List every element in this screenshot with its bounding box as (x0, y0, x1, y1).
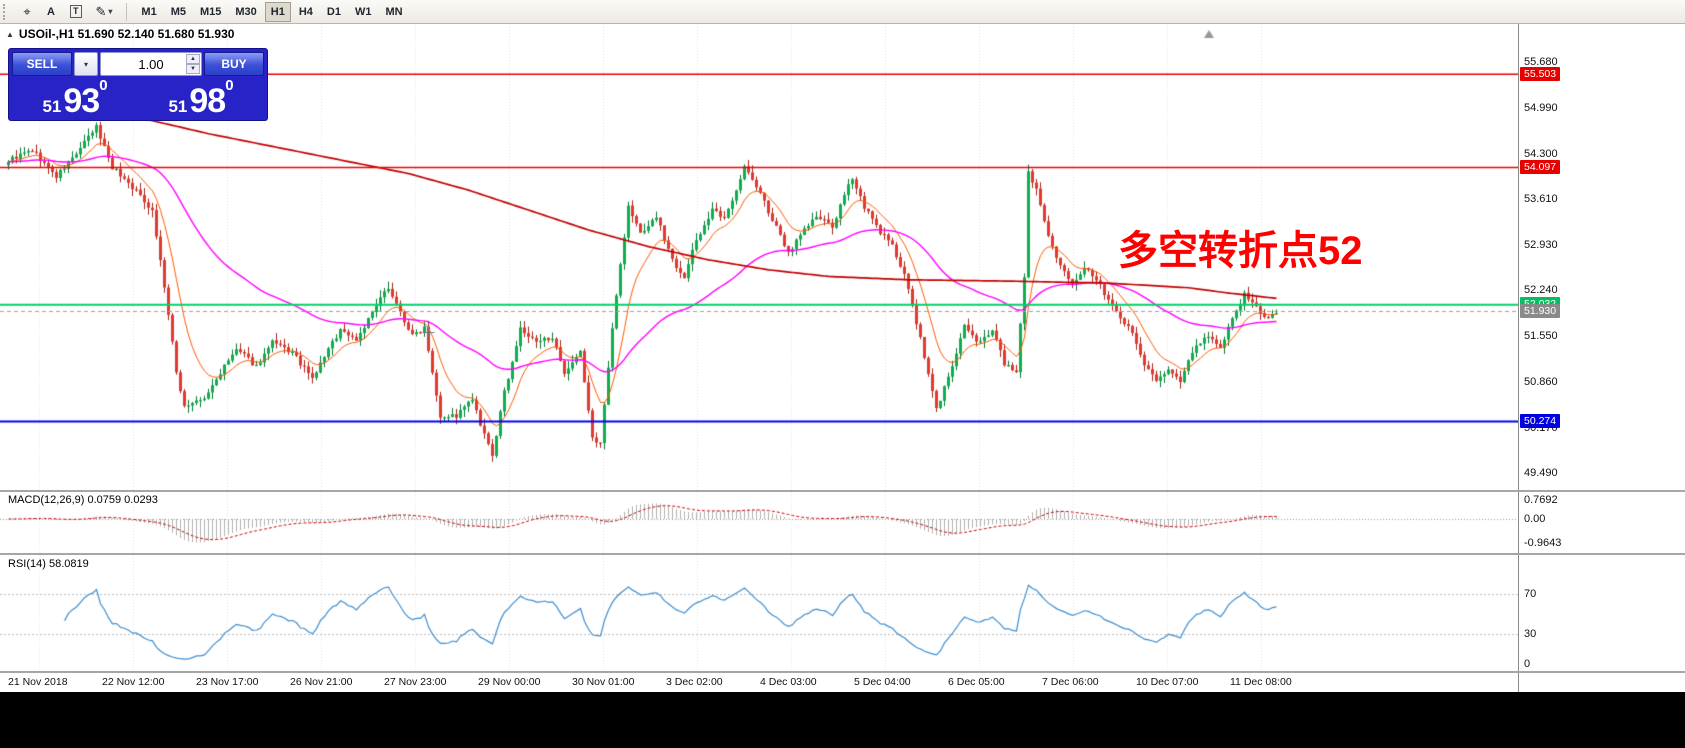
pane-separator[interactable] (0, 490, 1685, 492)
spin-up-icon: ▲ (190, 56, 196, 62)
volume-value: 1.00 (138, 56, 164, 72)
sell-price-big: 93 (63, 82, 100, 120)
price-axis[interactable]: 55.680 54.990 54.300 53.610 52.930 52.240 51.5… (1518, 24, 1684, 692)
chart-workspace: ▲ USOil-,H1 51.690 52.140 51.680 51.930 … (0, 24, 1685, 692)
time-axis-label: 6 Dec 05:00 (948, 676, 1005, 688)
chart-annotation: 多空转折点52 (1118, 229, 1363, 273)
price-tick: 50.860 (1524, 376, 1558, 389)
price-level-badge: 50.274 (1520, 413, 1561, 428)
buy-button[interactable]: BUY (204, 52, 264, 76)
time-axis-label: 29 Nov 00:00 (478, 676, 541, 688)
chevron-down-icon: ▾ (108, 7, 113, 16)
time-axis-label: 5 Dec 04:00 (854, 676, 911, 688)
time-axis-label: 21 Nov 2018 (8, 676, 68, 688)
timeframe-m5-button[interactable]: M5 (165, 2, 192, 22)
buy-price-prefix: 51 (168, 97, 188, 116)
price-tick: 54.990 (1524, 101, 1558, 114)
collapse-panel-icon[interactable]: ▲ (6, 29, 14, 39)
chart-title-ohlc: USOil-,H1 51.690 52.140 51.680 51.930 (18, 27, 235, 41)
draw-shapes-tool-button[interactable]: ✎ ▾ (90, 2, 119, 22)
price-tick: 53.610 (1524, 193, 1558, 206)
timeframe-mn-button[interactable]: MN (379, 2, 408, 22)
letter-a-icon: A (47, 5, 55, 18)
sell-price-prefix: 51 (42, 97, 62, 116)
volume-dropdown-button[interactable]: ▾ (74, 52, 98, 76)
volume-input[interactable]: 1.00 ▲ ▼ (100, 52, 202, 76)
price-level-badge: 54.097 (1520, 160, 1561, 175)
timeframe-d1-button[interactable]: D1 (321, 2, 347, 22)
price-chart-canvas[interactable] (0, 24, 1518, 692)
macd-label: MACD(12,26,9) 0.0759 0.0293 (8, 494, 158, 506)
timeframe-m30-button[interactable]: M30 (229, 2, 262, 22)
rsi-scale-tick: 30 (1524, 628, 1537, 640)
volume-down-button[interactable]: ▼ (186, 64, 200, 74)
time-axis-label: 11 Dec 08:00 (1230, 676, 1292, 688)
price-tick: 55.680 (1524, 56, 1558, 68)
arrow-text-tool-button[interactable]: A (40, 2, 62, 22)
price-tick: 51.550 (1524, 330, 1558, 343)
macd-scale-tick: 0.7692 (1524, 494, 1558, 506)
rsi-label: RSI(14) 58.0819 (8, 558, 89, 570)
crosshair-icon: ⌖ (23, 3, 31, 19)
time-axis[interactable]: 21 Nov 2018 22 Nov 12:00 23 Nov 17:00 26 No… (0, 674, 1518, 692)
text-icon: T (70, 5, 82, 18)
macd-scale-tick: 0.00 (1524, 513, 1546, 525)
price-tick: 52.930 (1524, 238, 1558, 251)
one-click-trading-panel: SELL ▾ 1.00 ▲ ▼ BUY 51 93 0 5 (8, 48, 268, 121)
timeframe-m1-button[interactable]: M1 (135, 2, 162, 22)
timeframe-h4-button[interactable]: H4 (293, 2, 319, 22)
spin-down-icon: ▼ (190, 66, 196, 72)
timeframe-m15-button[interactable]: M15 (194, 2, 227, 22)
price-tick: 52.240 (1524, 284, 1558, 297)
rsi-scale-tick: 70 (1524, 588, 1537, 600)
crosshair-tool-button[interactable]: ⌖ (16, 2, 38, 22)
top-toolbar: ⌖ A T ✎ ▾ M1 M5 M15 M30 H1 H4 D1 W1 MN (0, 0, 1685, 24)
buy-price-pip: 0 (225, 77, 234, 94)
timeframe-h1-button[interactable]: H1 (264, 1, 291, 22)
bottom-letterbox (0, 692, 1685, 748)
time-axis-label: 26 Nov 21:00 (290, 676, 353, 688)
timeframe-w1-button[interactable]: W1 (349, 2, 378, 22)
toolbar-separator (126, 2, 128, 21)
time-axis-label: 7 Dec 06:00 (1042, 676, 1099, 688)
time-axis-label: 30 Nov 01:00 (572, 676, 635, 688)
time-axis-label: 10 Dec 07:00 (1136, 676, 1199, 688)
sell-price-pip: 0 (99, 77, 108, 94)
pane-separator (0, 671, 1685, 673)
price-level-badge: 51.930 (1520, 303, 1561, 318)
time-axis-label: 3 Dec 02:00 (666, 676, 723, 688)
sell-price-display[interactable]: 51 93 0 (12, 76, 138, 120)
price-tick: 49.490 (1524, 467, 1558, 479)
pencil-icon: ✎ (95, 3, 107, 19)
pane-separator[interactable] (0, 553, 1685, 555)
volume-up-button[interactable]: ▲ (186, 54, 200, 64)
macd-scale-tick: -0.9643 (1524, 536, 1562, 549)
chart-header: ▲ USOil-,H1 51.690 52.140 51.680 51.930 (6, 27, 234, 41)
text-label-tool-button[interactable]: T (64, 2, 88, 22)
time-axis-label: 23 Nov 17:00 (196, 676, 259, 688)
buy-price-display[interactable]: 51 98 0 (138, 76, 264, 120)
toolbar-grip-icon[interactable] (3, 3, 10, 20)
time-axis-label: 22 Nov 12:00 (102, 676, 165, 688)
time-axis-label: 4 Dec 03:00 (760, 676, 817, 688)
rsi-scale-tick: 0 (1524, 658, 1531, 670)
sell-button[interactable]: SELL (12, 52, 72, 76)
price-level-badge: 55.503 (1520, 66, 1561, 81)
buy-price-big: 98 (189, 82, 226, 120)
time-axis-label: 27 Nov 23:00 (384, 676, 447, 688)
price-tick: 54.300 (1524, 147, 1558, 160)
chevron-down-icon: ▾ (83, 59, 88, 69)
